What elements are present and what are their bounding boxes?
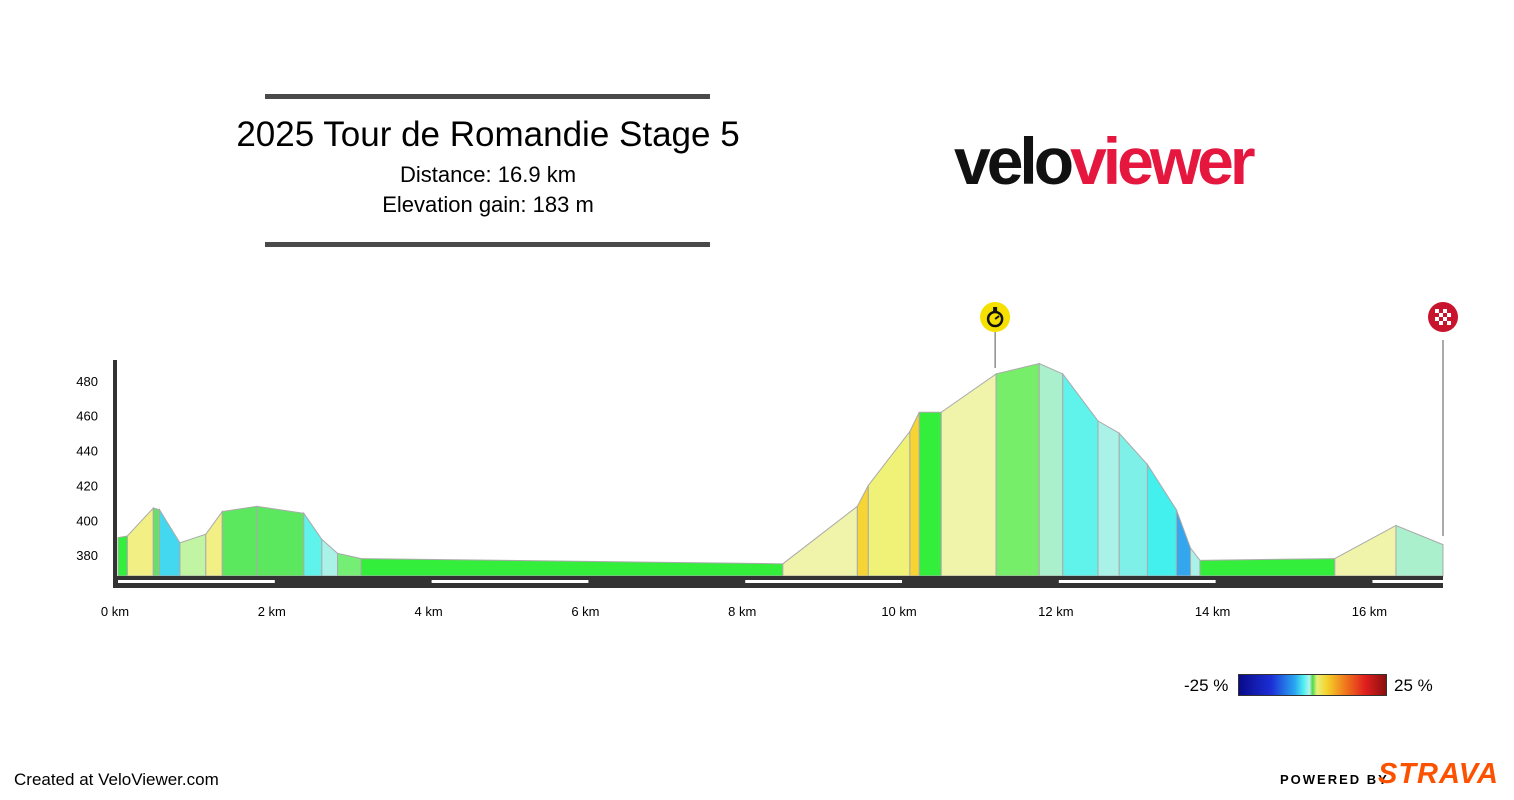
logo-velo: velo [954,124,1074,198]
profile-segment [856,485,869,577]
profile-segment [179,533,207,577]
profile-segment [867,429,911,577]
y-tick-label: 440 [76,444,98,459]
stopwatch-icon-crown [993,307,998,311]
profile-segment [782,505,858,577]
logo-viewer: viewer [1070,124,1255,198]
x-tick-label: 4 km [415,604,443,619]
y-tick-label: 460 [76,409,98,424]
finish-flag-check [1447,321,1451,325]
y-tick-label: 380 [76,548,98,563]
finish-flag-check [1435,309,1439,313]
stopwatch-icon-face [986,310,1004,328]
profile-segment [1175,509,1192,577]
distance-label: Distance: 16.9 km [399,162,577,187]
finish-flag-check [1439,321,1443,325]
profile-segment [1334,524,1397,577]
profile-segment [1199,558,1336,577]
profile-segment [117,535,128,577]
x-tick-label: 2 km [258,604,286,619]
x-axis-km-marker [745,580,903,583]
finish-flag-check [1443,317,1447,321]
powered-by-label: POWERED BY [1280,772,1389,787]
x-tick-label: 12 km [1038,604,1073,619]
profile-segment [205,510,223,577]
stopwatch-icon [980,302,1011,332]
title-rule-top [265,94,710,99]
elevation-profile-chart: 380 400 420 440 460 480 0 km 2 km 4 km 6 km 8 km 10… [76,302,1458,619]
gradient-legend-bar [1238,674,1387,696]
profile-segment [256,505,305,577]
created-at-label: Created at VeloViewer.com [14,770,219,789]
x-axis-km-marker [431,580,589,583]
y-tick-label: 420 [76,478,98,493]
profile-segment [360,558,784,577]
x-tick-label: 8 km [728,604,756,619]
profile-segment [337,552,362,577]
profile-segment [940,372,997,577]
profile-segment [1062,372,1099,577]
profile-segment [1146,462,1177,577]
x-tick-label: 6 km [571,604,599,619]
profile-segment [995,362,1040,577]
finish-flag-check [1435,317,1439,321]
profile-segment [918,411,942,577]
x-tick-label: 10 km [881,604,916,619]
legend-min-label: -25 % [1184,676,1229,695]
profile-segment [1395,524,1444,577]
profile-segment [126,506,154,577]
profile-segment [152,507,161,577]
finish-flag-check [1443,309,1447,313]
profile-segment [159,508,181,577]
x-axis-km-marker [1058,580,1216,583]
x-tick-label: 0 km [101,604,129,619]
y-tick-label: 480 [76,374,98,389]
profile-segment [1118,431,1148,577]
legend-max-label: 25 % [1394,676,1433,695]
title-rule-bottom [265,242,710,247]
profile-segment [1097,420,1120,577]
strava-logo: STRAVA [1378,758,1499,790]
profile-segment [909,412,920,577]
x-tick-label: 16 km [1352,604,1387,619]
x-tick-label: 14 km [1195,604,1230,619]
profile-segment [1190,546,1201,577]
profile-segment [1038,362,1064,577]
profile-segment [221,505,258,577]
elevation-label: Elevation gain: 183 m [382,192,594,217]
profile-segment [321,538,339,577]
profile-segment [303,511,323,577]
x-axis-km-marker [118,580,275,583]
finish-flag-check [1439,313,1443,317]
page-title: 2025 Tour de Romandie Stage 5 [236,115,740,154]
y-tick-label: 400 [76,513,98,528]
finish-flag-check [1447,313,1451,317]
stopwatch-icon-hand [994,315,1000,320]
x-axis-km-marker [1372,580,1443,583]
veloviewer-logo: veloviewer [954,128,1256,194]
